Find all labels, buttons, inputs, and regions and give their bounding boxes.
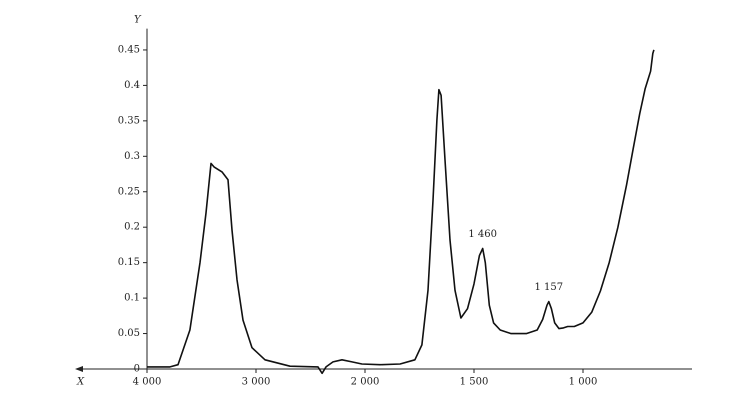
x-axis-arrow bbox=[75, 366, 83, 372]
peak-annotation: 1 157 bbox=[534, 282, 563, 293]
y-tick-label: 0.35 bbox=[118, 115, 140, 126]
peak-annotation: 1 460 bbox=[468, 229, 497, 240]
y-tick-label: 0.4 bbox=[124, 80, 140, 91]
x-tick-label: 1 000 bbox=[569, 377, 598, 388]
y-tick-label: 0.2 bbox=[124, 222, 140, 233]
y-tick-label: 0.3 bbox=[124, 151, 140, 162]
y-tick-label: 0.15 bbox=[118, 257, 140, 268]
y-axis-label: Y bbox=[134, 15, 142, 26]
x-tick-label: 3 000 bbox=[242, 377, 271, 388]
y-tick-label: 0.25 bbox=[118, 186, 140, 197]
x-tick-label: 4 000 bbox=[133, 377, 162, 388]
y-tick-label: 0 bbox=[134, 364, 140, 375]
x-axis-label: X bbox=[76, 377, 85, 388]
spectrum-line bbox=[147, 49, 655, 375]
y-tick-label: 0.45 bbox=[118, 44, 140, 55]
x-tick-label: 2 000 bbox=[351, 377, 380, 388]
y-tick-label: 0.05 bbox=[118, 328, 140, 339]
y-tick-label: 0.1 bbox=[124, 293, 140, 304]
x-tick-label: 1 500 bbox=[460, 377, 489, 388]
